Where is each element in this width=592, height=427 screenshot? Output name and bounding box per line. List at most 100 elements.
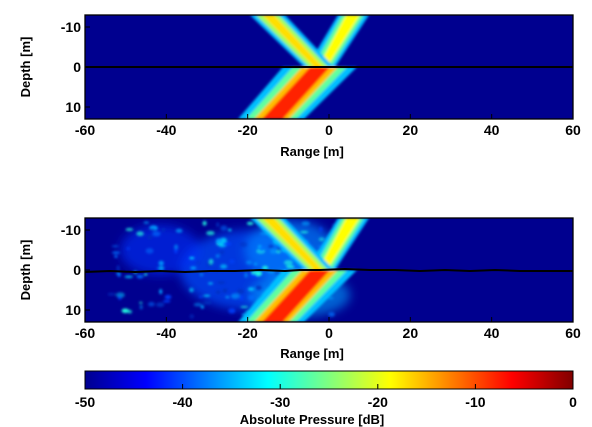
bottom-ytick-label: -10: [61, 222, 81, 238]
scatter-speckle: [283, 260, 293, 266]
bottom-xtick-label: 0: [325, 325, 333, 341]
scatter-speckle: [118, 295, 122, 301]
scatter-speckle: [136, 231, 144, 237]
scatter-speckle: [203, 301, 212, 305]
bottom-xtick-label: 20: [403, 325, 419, 341]
scatter-speckle: [253, 262, 258, 266]
scatter-speckle: [222, 288, 228, 293]
scatter-speckle: [147, 235, 153, 240]
scatter-speckle: [240, 305, 249, 309]
scatter-speckle: [220, 264, 228, 269]
scatter-speckle: [149, 228, 156, 231]
bottom-ytick-label: 0: [73, 262, 81, 278]
top-xtick-label: 20: [403, 122, 419, 138]
top-ytick-label: -10: [61, 19, 81, 35]
scatter-speckle: [139, 305, 143, 310]
colorbar-label: Absolute Pressure [dB]: [240, 412, 384, 427]
scatter-speckle: [270, 249, 277, 254]
scatter-speckle: [208, 282, 213, 285]
scatter-speckle: [199, 295, 203, 298]
colorbar-tick-label: -50: [75, 394, 95, 410]
scatter-speckle: [277, 247, 281, 252]
scatter-speckle: [174, 248, 178, 254]
scatter-speckle: [175, 228, 183, 233]
scatter-speckle: [148, 301, 155, 307]
scatter-speckle: [158, 260, 164, 266]
top-xtick-label: 0: [325, 122, 333, 138]
scatter-speckle: [158, 265, 165, 271]
scatter-speckle: [116, 265, 120, 271]
colorbar-gradient: [84, 370, 574, 390]
scatter-speckle: [245, 260, 253, 265]
scatter-speckle: [190, 266, 197, 270]
scatter-speckle: [161, 228, 166, 232]
scatter-speckle: [251, 270, 258, 275]
scatter-speckle: [240, 295, 243, 301]
top-xtick-label: 40: [484, 122, 500, 138]
top-panel: -60 -40 -20 0 20 40 60 -10 0 10 Range [m] Depth […: [18, 14, 581, 159]
scatter-speckle: [255, 285, 262, 291]
bottom-xtick-label: 60: [565, 325, 581, 341]
colorbar: -50 -40 -30 -20 -10 0 Absolute Pressure [dB]: [75, 370, 577, 427]
top-axis-ticks: -60 -40 -20 0 20 40 60 -10 0 10: [61, 19, 581, 138]
scatter-speckle: [152, 231, 161, 237]
scatter-speckle: [156, 302, 165, 308]
scatter-speckle: [220, 225, 228, 231]
colorbar-tick-label: -40: [172, 394, 192, 410]
scatter-speckle: [215, 238, 223, 244]
scatter-speckle: [300, 231, 309, 234]
scatter-speckle: [139, 301, 143, 305]
bottom-xlabel: Range [m]: [280, 346, 344, 361]
scatter-speckle: [217, 281, 226, 284]
top-ytick-label: 10: [65, 99, 81, 115]
top-xtick-label: -20: [238, 122, 258, 138]
scatter-speckle: [319, 226, 323, 233]
scatter-speckle: [237, 288, 244, 294]
scatter-speckle: [116, 292, 125, 298]
bottom-xtick-label: -20: [238, 325, 258, 341]
scatter-speckle: [162, 300, 171, 303]
scatter-speckle: [125, 227, 134, 232]
top-xlabel: Range [m]: [280, 144, 344, 159]
scatter-speckle: [228, 228, 232, 232]
scatter-speckle: [196, 261, 200, 264]
scatter-speckle: [246, 221, 254, 226]
scatter-speckle: [114, 255, 118, 258]
scatter-speckle: [219, 250, 225, 255]
scatter-speckle: [189, 287, 194, 293]
scatter-speckle: [107, 292, 116, 296]
scatter-speckle: [164, 294, 172, 300]
scatter-speckle: [301, 221, 310, 226]
scatter-speckle: [222, 242, 232, 246]
scatter-speckle: [143, 221, 149, 224]
scatter-speckle: [203, 294, 211, 297]
bottom-xtick-label: 40: [484, 325, 500, 341]
scatter-speckle: [145, 248, 154, 254]
colorbar-tick-label: 0: [569, 394, 577, 410]
scatter-speckle: [216, 222, 220, 227]
scatter-speckle: [112, 251, 120, 255]
scatter-speckle: [193, 302, 203, 307]
scatter-speckle: [239, 241, 248, 248]
bottom-interface-line: [84, 267, 573, 274]
scatter-speckle: [174, 244, 179, 250]
scatter-speckle: [262, 265, 269, 270]
colorbar-tick-label: -30: [270, 394, 290, 410]
scatter-speckle: [115, 272, 119, 275]
scatter-speckle: [206, 230, 215, 236]
scatter-speckle: [189, 314, 194, 319]
scatter-speckle: [126, 247, 130, 251]
scatter-speckle: [328, 312, 335, 317]
bottom-panel: -60 -40 -20 0 20 40 60 -10 0 10 Range [m] Depth […: [18, 217, 581, 361]
top-ylabel: Depth [m]: [18, 37, 33, 98]
colorbar-tick-label: -20: [368, 394, 388, 410]
scatter-speckle: [244, 272, 248, 279]
top-xtick-label: -60: [75, 122, 95, 138]
scatter-speckle: [225, 295, 230, 299]
bottom-ytick-label: 10: [65, 302, 81, 318]
colorbar-tick-label: -10: [465, 394, 485, 410]
colorbar-ticks: -50 -40 -30 -20 -10 0: [75, 384, 577, 410]
scatter-speckle: [121, 308, 129, 314]
scatter-speckle: [318, 237, 325, 242]
